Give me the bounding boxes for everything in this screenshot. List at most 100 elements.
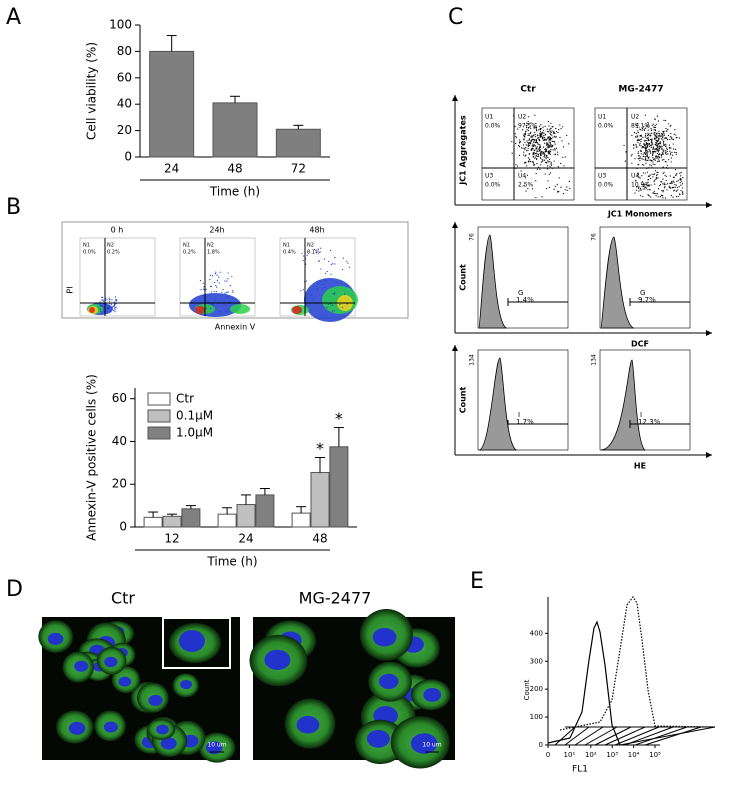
event-dot — [530, 128, 532, 130]
event-dot — [645, 183, 647, 186]
event-dot — [534, 126, 537, 128]
event-dot — [317, 288, 319, 290]
event-dot — [531, 136, 533, 138]
event-dot — [514, 125, 516, 128]
event-dot — [550, 148, 552, 151]
event-dot — [657, 160, 659, 162]
event-dot — [662, 130, 664, 133]
image-title: MG-2477 — [299, 589, 372, 608]
event-dot — [215, 284, 217, 287]
event-dot — [552, 149, 554, 151]
event-dot — [532, 154, 534, 156]
event-dot — [550, 122, 552, 124]
panel-label: D — [6, 577, 23, 602]
event-dot — [546, 147, 548, 149]
event-dot — [639, 128, 641, 130]
event-dot — [636, 139, 638, 142]
event-dot — [635, 145, 637, 147]
event-dot — [658, 150, 660, 152]
event-dot — [643, 146, 645, 149]
event-dot — [625, 151, 627, 153]
event-dot — [515, 142, 517, 145]
event-dot — [659, 196, 661, 198]
event-dot — [663, 184, 665, 186]
event-dot — [558, 191, 560, 193]
y-tick-label: 0 — [124, 150, 132, 164]
event-dot — [545, 151, 547, 153]
axis-arrow — [706, 330, 712, 336]
floor-right — [619, 726, 716, 746]
event-dot — [668, 144, 671, 146]
event-dot — [651, 144, 653, 146]
event-dot — [657, 135, 660, 137]
event-dot — [652, 123, 654, 125]
event-dot — [523, 134, 525, 136]
event-dot — [568, 143, 570, 145]
density-cloud — [89, 307, 95, 313]
event-dot — [547, 151, 549, 154]
event-dot — [533, 141, 535, 143]
event-dot — [537, 150, 539, 152]
event-dot — [113, 304, 115, 307]
event-dot — [545, 161, 548, 164]
plot-frame — [61, 221, 409, 319]
event-dot — [658, 153, 661, 155]
event-dot — [339, 303, 341, 306]
event-dot — [662, 178, 664, 180]
event-dot — [533, 138, 535, 141]
event-dot — [518, 144, 520, 147]
event-dot — [640, 135, 643, 137]
event-dot — [538, 138, 540, 141]
event-dot — [662, 149, 664, 151]
bar — [217, 513, 237, 528]
event-dot — [107, 307, 110, 310]
event-dot — [623, 144, 625, 147]
event-dot — [545, 149, 547, 151]
y-tick-label: 200 — [530, 685, 543, 693]
event-dot — [534, 152, 536, 155]
event-dot — [202, 282, 204, 284]
event-dot — [527, 160, 530, 162]
event-dot — [664, 152, 667, 154]
event-dot — [661, 133, 663, 135]
event-dot — [227, 272, 229, 274]
event-dot — [547, 161, 549, 163]
event-dot — [300, 290, 302, 292]
x-axis-label: Time (h) — [206, 555, 257, 569]
event-dot — [215, 291, 217, 293]
gate-percent: 1.4% — [516, 296, 534, 304]
quadrant-name: U2 — [631, 114, 639, 121]
y-tick-label: 400 — [530, 629, 543, 637]
event-dot — [562, 126, 564, 128]
event-dot — [539, 132, 541, 135]
event-dot — [112, 306, 114, 308]
event-dot — [649, 177, 652, 180]
event-dot — [642, 163, 644, 166]
y-axis-label: Count — [523, 679, 531, 700]
event-dot — [327, 303, 330, 305]
event-dot — [535, 122, 537, 125]
event-dot — [542, 126, 544, 128]
event-dot — [546, 128, 548, 130]
event-dot — [209, 285, 212, 288]
event-dot — [655, 142, 657, 144]
x-tick-label: 12 — [164, 532, 179, 546]
cell-nucleus — [68, 721, 86, 735]
event-dot — [535, 140, 537, 142]
event-dot — [555, 136, 557, 138]
event-dot — [312, 298, 314, 300]
event-dot — [541, 160, 544, 162]
event-dot — [533, 153, 535, 155]
panel-label: E — [470, 569, 484, 594]
event-dot — [631, 134, 633, 137]
event-dot — [669, 152, 672, 154]
event-dot — [222, 288, 224, 291]
event-dot — [546, 150, 548, 152]
event-dot — [656, 173, 658, 176]
event-dot — [652, 163, 654, 165]
event-dot — [346, 303, 348, 305]
panel-label: B — [6, 195, 21, 220]
legend-swatch — [147, 392, 171, 406]
event-dot — [634, 180, 637, 182]
event-dot — [681, 191, 683, 193]
